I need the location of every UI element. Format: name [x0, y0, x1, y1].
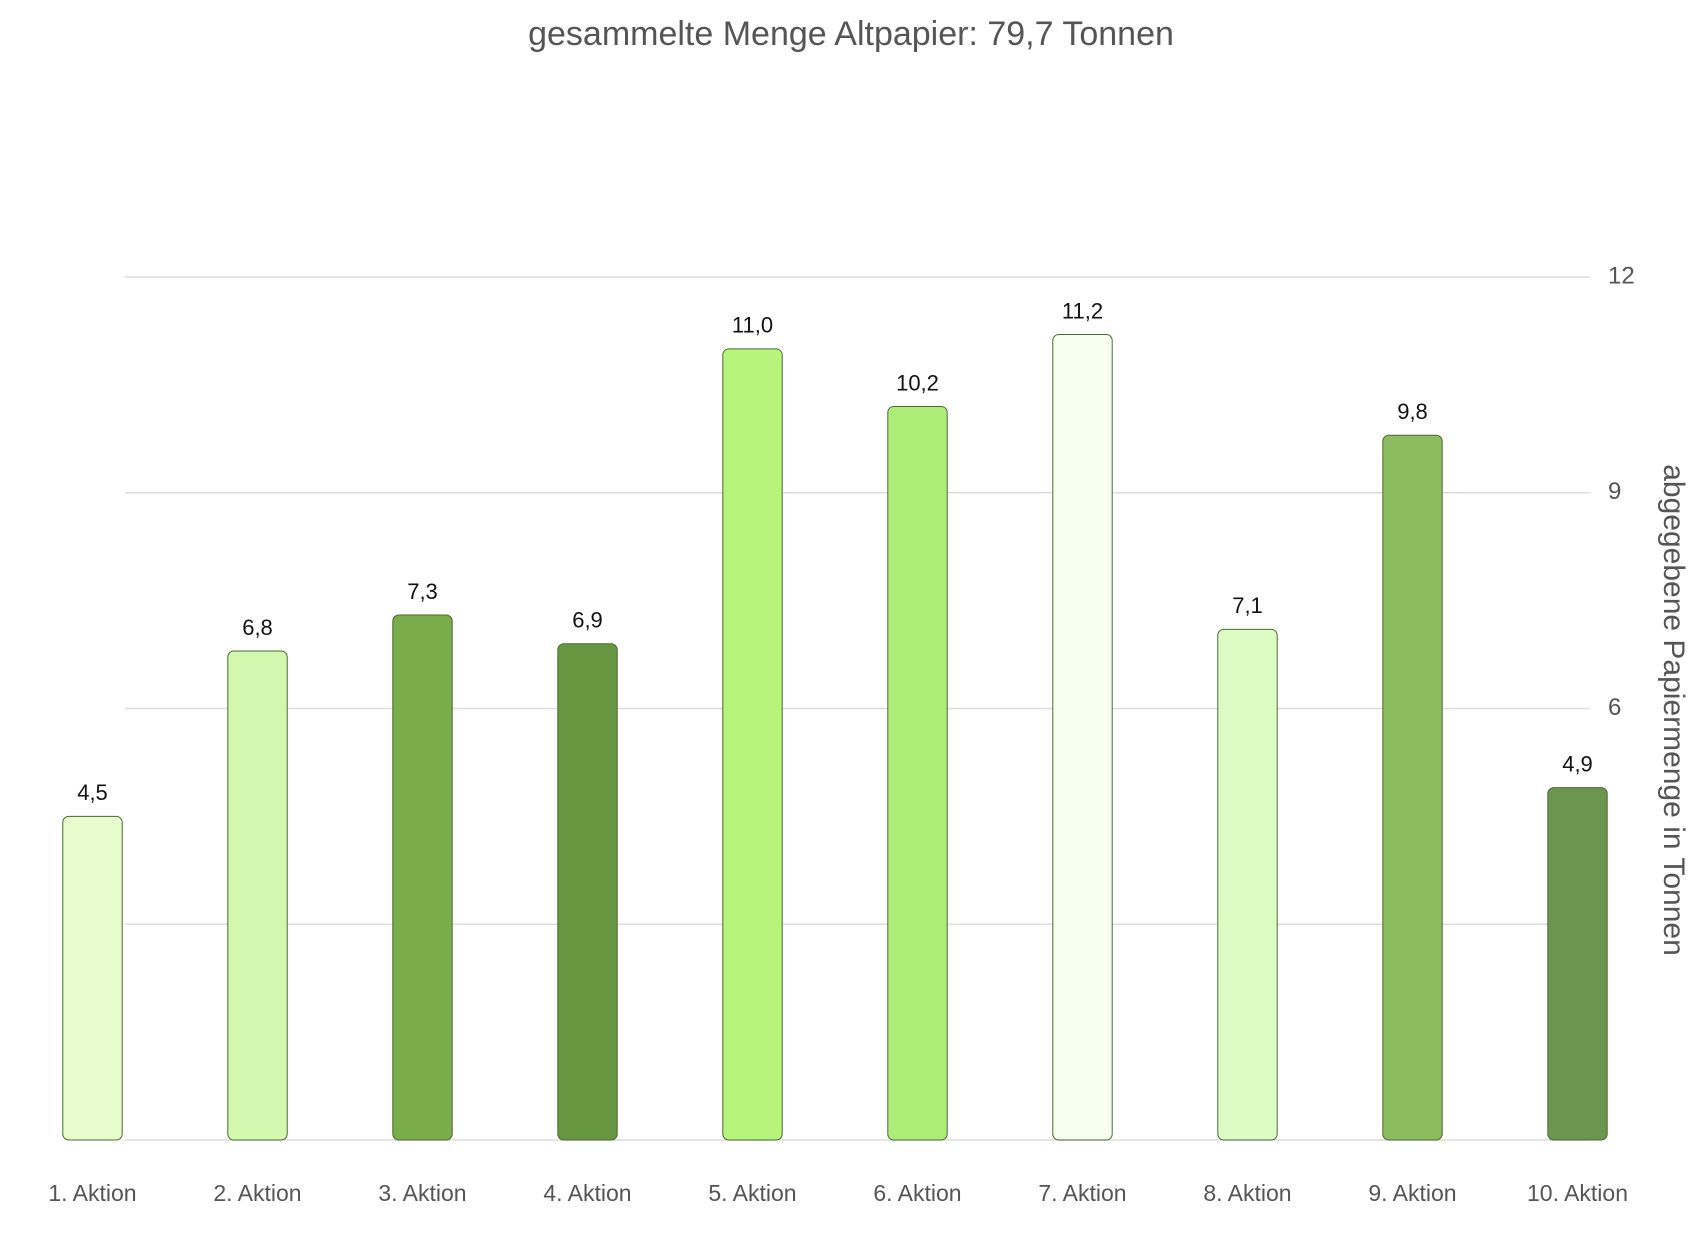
x-tick-label: 5. Aktion — [708, 1180, 796, 1206]
y-axis-title: abgegebene Papiermenge in Tonnen — [1657, 464, 1690, 956]
bar — [557, 643, 618, 1141]
value-label: 4,9 — [1562, 751, 1593, 776]
value-label: 7,3 — [407, 579, 438, 604]
value-label: 6,8 — [242, 615, 273, 640]
value-label: 11,0 — [732, 313, 773, 338]
bar — [1217, 628, 1278, 1141]
bar — [1052, 334, 1113, 1141]
bar — [1382, 434, 1443, 1141]
x-tick-label: 9. Aktion — [1368, 1180, 1456, 1206]
bar — [392, 614, 453, 1141]
bar — [1547, 787, 1608, 1141]
value-label: 9,8 — [1397, 399, 1428, 424]
x-tick-label: 2. Aktion — [213, 1180, 301, 1206]
x-tick-label: 7. Aktion — [1038, 1180, 1126, 1206]
chart-title: gesammelte Menge Altpapier: 79,7 Tonnen — [528, 15, 1174, 53]
value-label: 6,9 — [572, 608, 603, 633]
value-label: 4,5 — [77, 780, 108, 805]
bar — [62, 815, 123, 1141]
value-label: 7,1 — [1232, 593, 1263, 618]
bar — [227, 650, 288, 1141]
x-tick-label: 4. Aktion — [543, 1180, 631, 1206]
bar — [722, 348, 783, 1141]
x-tick-label: 3. Aktion — [378, 1180, 466, 1206]
y-tick-label: 12 — [1608, 262, 1635, 289]
value-label: 11,2 — [1062, 298, 1103, 323]
y-tick-label: 9 — [1608, 478, 1621, 505]
bar — [887, 405, 948, 1141]
x-tick-label: 10. Aktion — [1527, 1180, 1628, 1206]
x-tick-label: 8. Aktion — [1203, 1180, 1291, 1206]
value-label: 10,2 — [896, 370, 939, 395]
y-tick-label: 6 — [1608, 694, 1621, 721]
x-tick-label: 6. Aktion — [873, 1180, 961, 1206]
x-tick-label: 1. Aktion — [48, 1180, 136, 1206]
